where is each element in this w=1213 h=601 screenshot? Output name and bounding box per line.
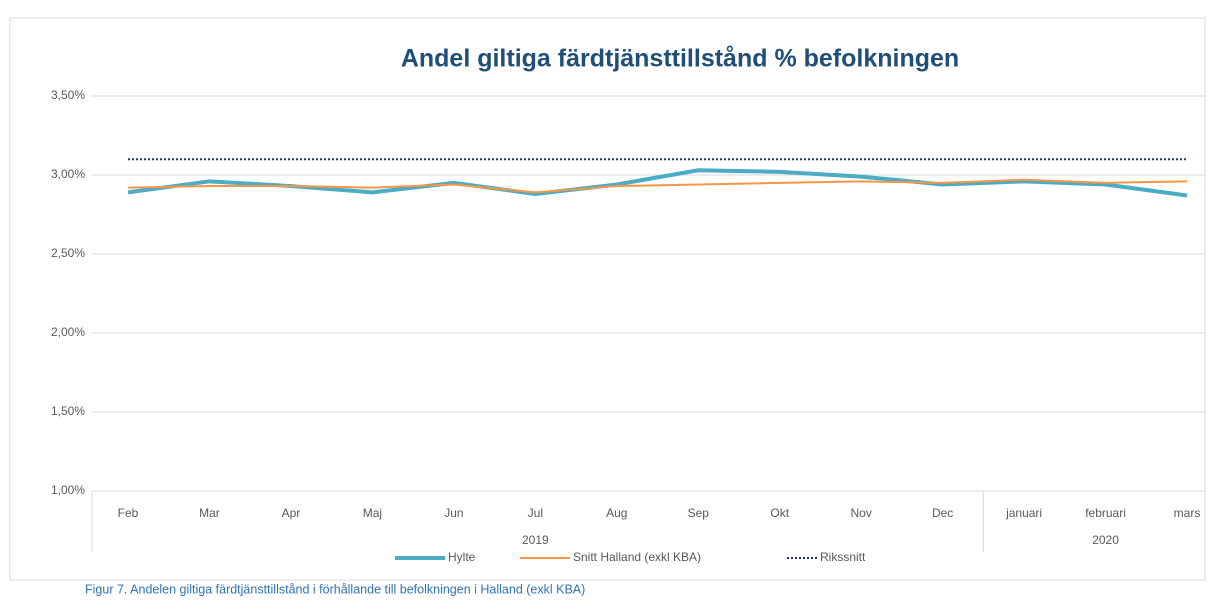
- series-line: [128, 178, 1188, 194]
- x-tick-label: Jul: [528, 506, 543, 520]
- chart-frame: [9, 17, 1206, 581]
- legend-label: Hylte: [448, 550, 476, 564]
- chart-title: Andel giltiga färdtjänsttillstånd % befo…: [401, 45, 959, 73]
- legend-label: Snitt Halland (exkl KBA): [573, 550, 701, 564]
- x-tick-label: Jun: [444, 506, 463, 520]
- x-group-label: 2020: [1092, 533, 1119, 547]
- y-tick-label: 3,50%: [51, 88, 85, 102]
- x-tick-label: Apr: [282, 506, 301, 520]
- y-tick-label: 1,00%: [51, 483, 85, 497]
- y-tick-label: 3,00%: [51, 167, 85, 181]
- legend-label: Rikssnitt: [820, 550, 866, 564]
- x-tick-label: februari: [1085, 506, 1126, 520]
- x-tick-label: januari: [1005, 506, 1042, 520]
- x-tick-label: mars: [1174, 506, 1201, 520]
- x-tick-label: Aug: [606, 506, 627, 520]
- x-tick-label: Feb: [118, 506, 139, 520]
- x-tick-label: Maj: [363, 506, 382, 520]
- y-tick-label: 2,50%: [51, 246, 85, 260]
- x-tick-label: Mar: [199, 506, 220, 520]
- x-group-label: 2019: [522, 533, 549, 547]
- x-tick-label: Nov: [850, 506, 871, 520]
- caption: Figur 7. Andelen giltiga färdtjänsttills…: [85, 582, 585, 596]
- x-tick-label: Okt: [770, 506, 789, 520]
- y-tick-label: 2,00%: [51, 325, 85, 339]
- x-tick-label: Sep: [688, 506, 710, 520]
- x-tick-label: Dec: [932, 506, 953, 520]
- y-tick-label: 1,50%: [51, 404, 85, 418]
